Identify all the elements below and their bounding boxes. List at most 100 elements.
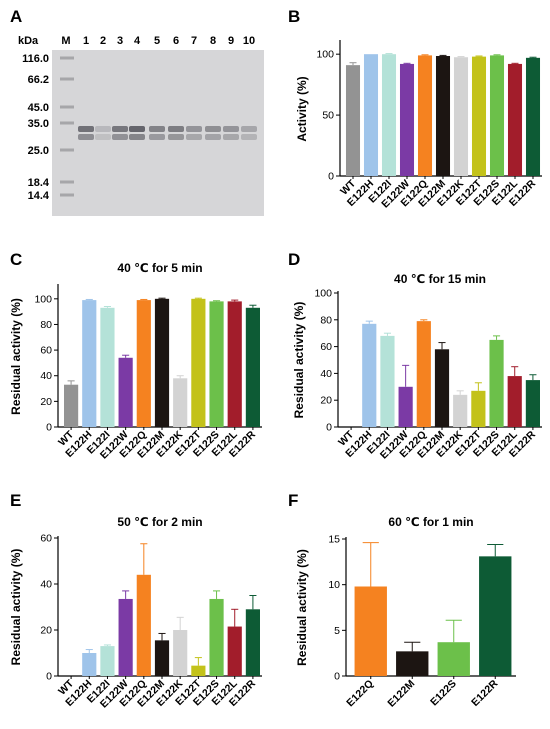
y-tick-label: 0 [334, 671, 340, 683]
protein-band [186, 126, 202, 132]
bar [479, 556, 512, 676]
protein-band [168, 134, 184, 140]
bar [525, 380, 540, 427]
lane-label: 6 [173, 35, 179, 47]
protein-band [129, 126, 145, 132]
chart-title: 60 ℃ for 1 min [388, 515, 473, 529]
bar [381, 54, 397, 176]
bar [118, 598, 133, 676]
marker-band [60, 148, 74, 152]
y-tick-label: 20 [320, 395, 332, 407]
y-axis-label: Activity (%) [295, 76, 309, 141]
bar [471, 56, 487, 177]
marker-kda-label: 25.0 [28, 145, 49, 157]
bar [354, 586, 387, 676]
y-tick-label: 0 [46, 671, 52, 683]
bar [173, 630, 188, 676]
bar [209, 301, 224, 427]
bar [489, 55, 505, 176]
bar [345, 65, 361, 176]
y-tick-label: 0 [46, 422, 52, 434]
bar [507, 63, 523, 176]
bar [82, 653, 97, 676]
protein-band [78, 134, 94, 140]
protein-band [112, 126, 128, 132]
protein-band [112, 134, 128, 140]
y-tick-label: 15 [328, 534, 340, 546]
marker-band [60, 121, 74, 125]
panel-label-a: A [10, 7, 22, 26]
panel-label: E [10, 491, 21, 510]
bar [453, 394, 468, 427]
protein-band [149, 134, 165, 140]
panel-label: C [10, 250, 22, 269]
bar [118, 357, 133, 427]
y-tick-label: 10 [328, 579, 340, 591]
y-tick-label: 20 [40, 625, 52, 637]
y-tick-label: 100 [34, 293, 52, 305]
y-tick-label: 100 [314, 288, 332, 300]
bar [191, 665, 206, 676]
lane-label: 7 [191, 35, 197, 47]
marker-band [60, 77, 74, 81]
chart-title: 40 ℃ for 5 min [117, 261, 202, 275]
bar [363, 54, 379, 176]
panel-label: F [288, 491, 298, 510]
protein-band [168, 126, 184, 132]
y-axis-label: Residual activity (%) [9, 549, 23, 666]
lane-label: 10 [243, 35, 255, 47]
y-axis-label: Residual activity (%) [295, 549, 309, 666]
protein-band [95, 126, 111, 132]
panel-label: B [288, 7, 300, 26]
y-tick-label: 40 [40, 579, 52, 591]
y-tick-label: 5 [334, 625, 340, 637]
lane-label: 4 [134, 35, 141, 47]
panel-d-chart: D 40 ℃ for 15 min Residual activity (%) 0 20… [288, 250, 542, 461]
y-tick-label: 0 [326, 422, 332, 434]
bar [434, 349, 450, 427]
marker-kda-label: 14.4 [28, 190, 50, 202]
gel-background [52, 50, 264, 216]
y-tick-label: 100 [316, 49, 334, 61]
protein-band [149, 126, 165, 132]
marker-band [60, 56, 74, 60]
marker-labels: 116.0 66.2 45.0 35.0 25.0 18.414.4 [22, 53, 50, 202]
bar [100, 646, 115, 676]
bar [245, 609, 260, 676]
protein-band [223, 126, 239, 132]
bar [417, 55, 433, 176]
bar [525, 57, 541, 176]
bar [435, 56, 451, 176]
marker-kda-label: 66.2 [28, 74, 49, 86]
chart-title: 40 ℃ for 15 min [394, 272, 486, 286]
protein-band [95, 134, 111, 140]
bar [396, 651, 429, 676]
x-tick-label: E122M [385, 677, 417, 709]
bar [100, 307, 115, 427]
y-tick-label: 60 [40, 345, 52, 357]
protein-band [205, 134, 221, 140]
lane-label: 1 [83, 35, 89, 47]
bar [227, 626, 242, 676]
bar [209, 598, 224, 676]
y-axis-label: Residual activity (%) [9, 298, 23, 415]
y-tick-label: 60 [40, 533, 52, 545]
kda-label: kDa [18, 35, 39, 47]
bar [416, 321, 431, 427]
gel-bands [60, 56, 257, 197]
lane-label: 9 [228, 35, 234, 47]
bar [380, 335, 395, 427]
y-tick-label: 40 [40, 370, 52, 382]
bar [362, 323, 377, 427]
panel-c-chart: C 40 ℃ for 5 min Residual activity (%) 0 20 4… [9, 250, 262, 461]
bar [453, 57, 469, 176]
protein-band [129, 134, 145, 140]
protein-band [205, 126, 221, 132]
y-tick-label: 0 [328, 171, 334, 183]
marker-kda-label: 18.4 [28, 177, 50, 189]
protein-band [223, 134, 239, 140]
bar [154, 640, 170, 676]
bar [191, 298, 206, 427]
panel-label: D [288, 250, 300, 269]
